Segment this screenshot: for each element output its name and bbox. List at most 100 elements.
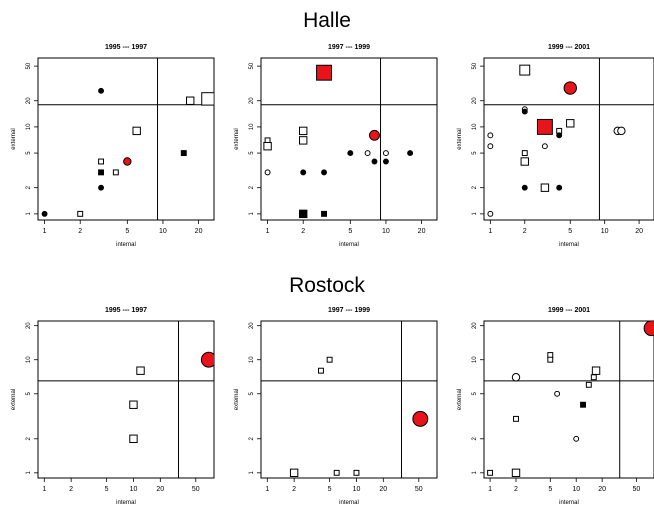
y-tick-label: 10 xyxy=(249,123,255,130)
x-tick-label: 20 xyxy=(156,486,164,493)
data-point-circle xyxy=(643,321,654,337)
data-point-square xyxy=(98,158,104,165)
data-point-square xyxy=(353,469,360,476)
y-tick-label: 5 xyxy=(26,151,32,155)
x-tick-label: 1 xyxy=(43,228,47,235)
y-tick-label: 10 xyxy=(249,356,255,363)
panel-title: 1997 --- 1999 xyxy=(328,44,370,51)
data-point-square xyxy=(333,469,340,476)
data-point-square xyxy=(547,356,554,363)
data-point-circle xyxy=(487,132,494,139)
data-point-square xyxy=(590,374,597,381)
group-title-halle: Halle xyxy=(303,9,351,32)
data-point-circle xyxy=(407,150,414,157)
data-point-square xyxy=(129,400,138,409)
y-tick-label: 50 xyxy=(472,62,478,69)
x-tick-label: 5 xyxy=(125,228,129,235)
x-tick-label: 10 xyxy=(382,228,390,235)
x-tick-label: 2 xyxy=(292,486,296,493)
data-point-square xyxy=(511,468,521,478)
y-axis-label: external xyxy=(11,389,17,410)
data-point-square xyxy=(591,366,601,375)
y-tick-label: 20 xyxy=(249,97,255,104)
plot-frame xyxy=(37,320,215,479)
x-axis-label: internal xyxy=(339,242,359,248)
y-tick-label: 50 xyxy=(249,62,255,69)
scatter-panel: 1997 --- 1999 1 2 5 10 20 50 internal 1 2 5 10 20 ext… xyxy=(234,307,438,506)
data-point-square xyxy=(536,118,553,135)
x-tick-label: 20 xyxy=(195,228,203,235)
data-point-square xyxy=(201,92,214,106)
data-point-square xyxy=(318,367,324,374)
data-point-circle xyxy=(98,87,104,94)
y-tick-label: 2 xyxy=(26,436,32,440)
data-point-square xyxy=(299,126,308,136)
data-point-circle xyxy=(98,184,104,191)
x-axis-label: internal xyxy=(559,500,579,506)
y-axis-label: external xyxy=(234,389,240,410)
x-tick-label: 50 xyxy=(415,486,423,493)
data-point-circle xyxy=(364,150,371,157)
data-point-circle xyxy=(487,210,494,217)
data-point-square xyxy=(321,210,327,217)
data-point-circle xyxy=(347,150,354,157)
data-point-square xyxy=(316,64,332,81)
x-tick-label: 10 xyxy=(130,486,138,493)
plot-frame xyxy=(37,57,215,221)
x-tick-label: 10 xyxy=(572,486,580,493)
data-point-square xyxy=(112,169,119,176)
x-tick-label: 5 xyxy=(568,228,572,235)
y-axis-label: external xyxy=(457,389,463,410)
y-tick-label: 50 xyxy=(26,62,32,69)
group-title-rostock: Rostock xyxy=(289,274,365,297)
y-axis-label: external xyxy=(11,128,17,149)
x-axis-label: internal xyxy=(339,500,359,506)
y-tick-label: 20 xyxy=(249,322,255,329)
data-point-circle xyxy=(321,169,327,176)
panel-title: 1999 --- 2001 xyxy=(548,44,590,51)
x-axis-label: internal xyxy=(116,500,136,506)
data-point-circle xyxy=(556,184,563,191)
x-tick-label: 5 xyxy=(328,486,332,493)
points-layer xyxy=(263,64,414,219)
plot-frame xyxy=(260,320,438,479)
data-point-circle xyxy=(412,410,429,427)
panel-title: 1995 --- 1997 xyxy=(105,44,147,51)
y-tick-label: 1 xyxy=(26,212,32,216)
x-tick-label: 50 xyxy=(192,486,200,493)
y-tick-label: 5 xyxy=(472,391,478,395)
y-tick-label: 2 xyxy=(472,436,478,440)
y-tick-label: 1 xyxy=(472,470,478,474)
data-point-circle xyxy=(41,210,48,217)
points-layer xyxy=(487,64,626,217)
data-point-circle xyxy=(487,143,494,150)
x-axis-label: internal xyxy=(116,242,136,248)
data-point-square xyxy=(132,126,141,136)
data-point-square xyxy=(326,356,333,363)
scatter-panel: 1999 --- 2001 1 2 5 10 20 internal 1 2 5 10 20 50 ext… xyxy=(457,44,654,248)
data-point-square xyxy=(547,352,554,358)
data-point-circle xyxy=(554,390,561,397)
data-point-circle xyxy=(617,126,626,136)
data-point-square xyxy=(540,183,550,192)
y-tick-label: 2 xyxy=(26,185,32,189)
x-tick-label: 1 xyxy=(265,486,269,493)
y-tick-label: 20 xyxy=(472,97,478,104)
x-tick-label: 10 xyxy=(353,486,361,493)
x-tick-label: 5 xyxy=(548,486,552,493)
x-tick-label: 2 xyxy=(78,228,82,235)
x-tick-label: 20 xyxy=(418,228,426,235)
data-point-circle xyxy=(382,158,389,165)
y-tick-label: 2 xyxy=(472,185,478,189)
x-tick-label: 20 xyxy=(379,486,387,493)
data-point-square xyxy=(521,150,528,157)
x-tick-label: 1 xyxy=(488,228,492,235)
scatter-panel: 1995 --- 1997 1 2 5 10 20 internal 1 2 5 10 20 50 ext… xyxy=(11,44,215,248)
x-tick-label: 50 xyxy=(633,486,641,493)
y-tick-label: 10 xyxy=(472,356,478,363)
data-point-circle xyxy=(382,150,389,157)
x-tick-label: 2 xyxy=(514,486,518,493)
x-tick-label: 1 xyxy=(488,486,492,493)
y-tick-label: 5 xyxy=(249,151,255,155)
y-tick-label: 1 xyxy=(26,470,32,474)
